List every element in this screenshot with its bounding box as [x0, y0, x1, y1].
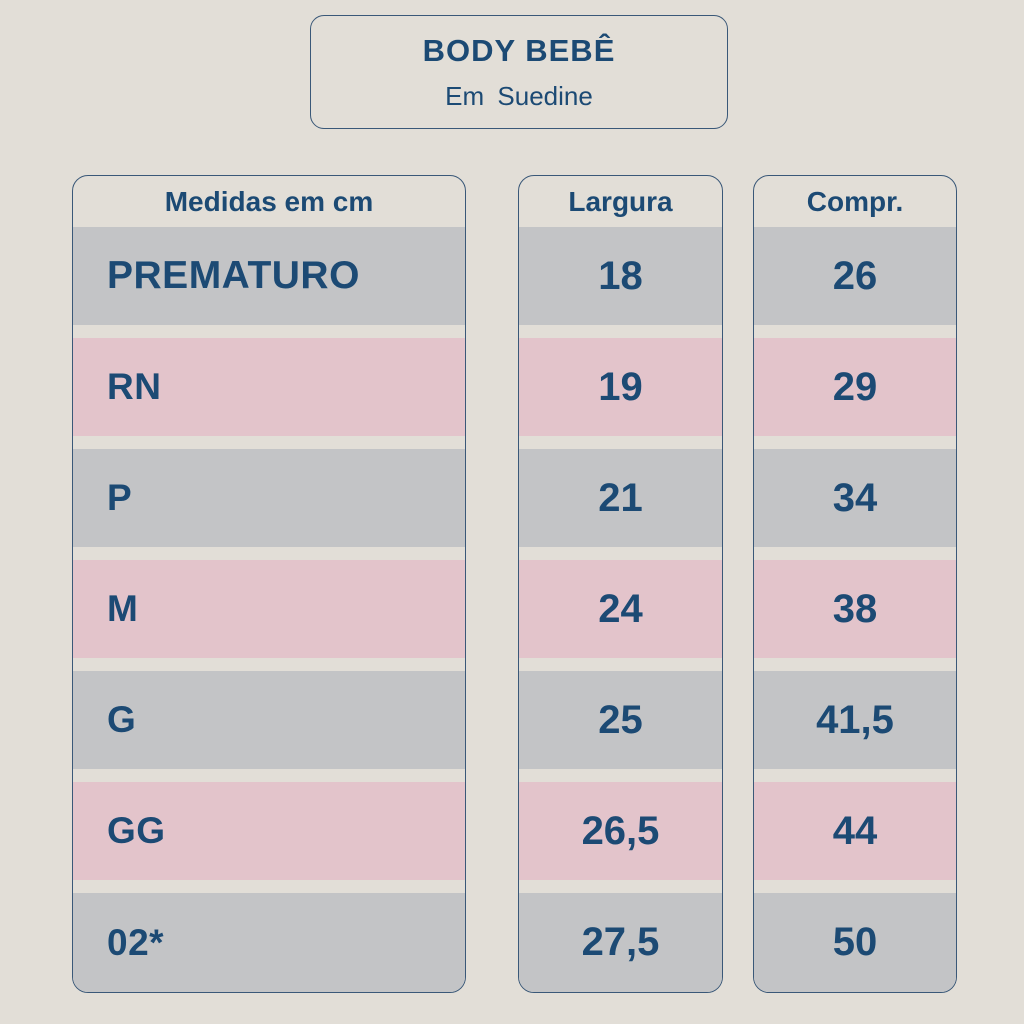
table-row: 41,5 — [754, 671, 956, 769]
length-value-cell: 38 — [832, 586, 878, 631]
row-divider — [754, 436, 956, 449]
width-value-cell: 21 — [598, 475, 643, 520]
row-divider — [73, 436, 465, 449]
column-length-header: Compr. — [806, 185, 904, 217]
table-row: 19 — [519, 338, 722, 436]
column-length: Compr. 26 29 34 38 41,5 44 50 — [753, 175, 957, 993]
size-label-cell: RN — [107, 366, 162, 407]
table-row: 44 — [754, 782, 956, 880]
table-row: RN — [73, 338, 465, 436]
table-row: 27,5 — [519, 893, 722, 992]
size-chart-title-box: BODY BEBÊ Em Suedine — [310, 15, 728, 129]
column-sizes-header: Medidas em cm — [164, 185, 374, 217]
table-row: PREMATURO — [73, 227, 465, 325]
width-value-cell: 27,5 — [581, 920, 660, 964]
table-row: P — [73, 449, 465, 547]
row-divider — [519, 325, 722, 338]
row-divider — [754, 547, 956, 560]
table-row: 29 — [754, 338, 956, 436]
row-divider — [754, 769, 956, 782]
width-value-cell: 26,5 — [581, 808, 660, 853]
width-value-cell: 25 — [598, 697, 643, 742]
table-row: G — [73, 671, 465, 769]
width-value-cell: 18 — [598, 253, 643, 298]
size-label-cell: P — [107, 477, 133, 518]
width-value-cell: 19 — [598, 364, 643, 409]
row-divider — [519, 880, 722, 893]
table-row: 02* — [73, 893, 465, 992]
row-divider — [519, 658, 722, 671]
row-divider — [754, 880, 956, 893]
width-value-cell: 24 — [598, 586, 643, 631]
table-row: GG — [73, 782, 465, 880]
length-value-cell: 29 — [832, 364, 878, 409]
length-value-cell: 50 — [832, 920, 878, 964]
size-label-cell: GG — [107, 810, 166, 851]
column-sizes: Medidas em cm PREMATURO RN P M G GG 02* — [72, 175, 466, 993]
table-row: 25 — [519, 671, 722, 769]
row-divider — [519, 547, 722, 560]
length-value-cell: 41,5 — [816, 697, 894, 742]
table-row: 21 — [519, 449, 722, 547]
row-divider — [519, 769, 722, 782]
table-row: 18 — [519, 227, 722, 325]
table-row: 26 — [754, 227, 956, 325]
row-divider — [73, 658, 465, 671]
row-divider — [73, 769, 465, 782]
table-row: M — [73, 560, 465, 658]
chart-subtitle: Em Suedine — [445, 80, 593, 111]
row-divider — [73, 547, 465, 560]
row-divider — [73, 880, 465, 893]
table-row: 50 — [754, 893, 956, 992]
table-row: 34 — [754, 449, 956, 547]
size-label-cell: PREMATURO — [107, 254, 360, 297]
row-divider — [73, 325, 465, 338]
row-divider — [519, 436, 722, 449]
size-label-cell: M — [107, 588, 139, 629]
size-label-cell: 02* — [107, 921, 165, 963]
chart-title: BODY BEBÊ — [422, 32, 616, 68]
length-value-cell: 26 — [832, 253, 878, 298]
size-label-cell: G — [107, 699, 137, 740]
column-width-header: Largura — [568, 185, 673, 217]
length-value-cell: 44 — [832, 808, 878, 853]
table-row: 24 — [519, 560, 722, 658]
length-value-cell: 34 — [832, 475, 878, 520]
row-divider — [754, 658, 956, 671]
table-row: 38 — [754, 560, 956, 658]
column-width: Largura 18 19 21 24 25 26,5 27,5 — [518, 175, 723, 993]
table-row: 26,5 — [519, 782, 722, 880]
row-divider — [754, 325, 956, 338]
